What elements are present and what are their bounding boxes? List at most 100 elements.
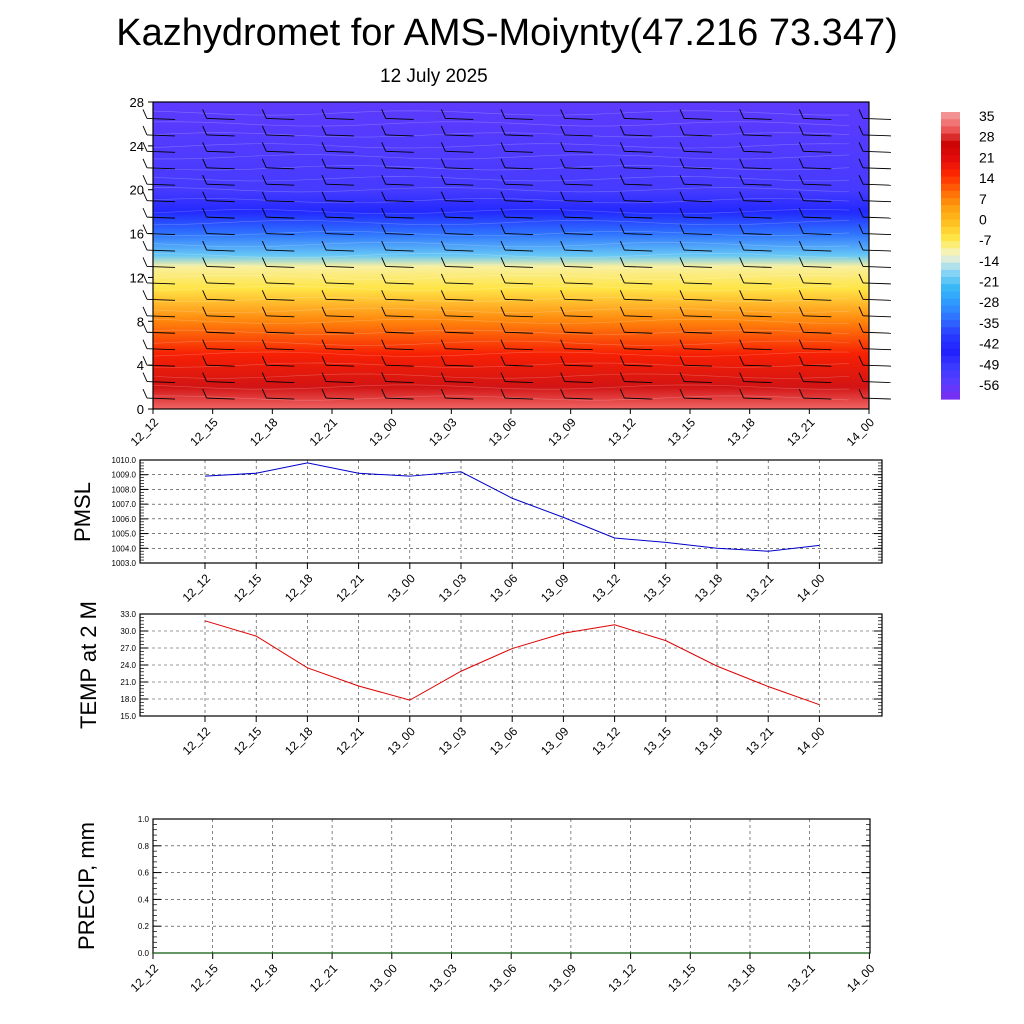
wind-barb: [500, 224, 534, 236]
wind-barb: [619, 158, 653, 170]
isotherm-contour: [152, 110, 850, 116]
wind-barb: [798, 240, 832, 252]
wind-barb: [798, 142, 832, 153]
wind-barb: [142, 290, 176, 301]
y-tick-label: 0.4: [138, 895, 150, 904]
isotherm-contour: [152, 318, 850, 324]
wind-barb: [619, 273, 653, 285]
wind-barb: [381, 191, 414, 203]
wind-barb: [500, 175, 534, 186]
wind-barb: [381, 273, 414, 285]
colorbar-swatch: [941, 162, 960, 170]
colorbar-label: 35: [979, 108, 995, 124]
wind-barb: [261, 257, 295, 268]
wind-barb: [560, 306, 593, 318]
wind-barb: [142, 339, 176, 351]
wind-barb: [858, 355, 892, 367]
wind-barb: [381, 224, 414, 236]
wind-barb: [858, 388, 892, 400]
plot-frame: [139, 459, 883, 564]
y-tick-label: 1004.0: [112, 544, 137, 553]
wind-barb: [381, 372, 414, 384]
wind-barb: [739, 355, 772, 367]
wind-barb: [560, 175, 593, 186]
wind-barb: [798, 207, 832, 219]
wind-barb: [202, 372, 235, 384]
x-tick-label: 13_21: [743, 724, 777, 758]
wind-barb: [440, 207, 474, 219]
wind-barb: [560, 290, 593, 301]
colorbar-swatch: [941, 233, 960, 242]
x-tick-label: 14_00: [844, 961, 878, 995]
wind-barb: [739, 323, 772, 334]
x-tick-label: 13_12: [605, 415, 639, 449]
wind-barb: [679, 388, 713, 400]
wind-barb: [381, 388, 414, 400]
colorbar-label: -42: [979, 336, 999, 352]
wind-barb: [440, 191, 474, 203]
wind-barb: [440, 323, 474, 334]
wind-barb: [142, 175, 176, 186]
wind-barb: [739, 306, 772, 318]
wind-barb: [560, 257, 593, 268]
wind-barb: [619, 142, 653, 153]
wind-barb: [261, 290, 295, 301]
wind-barb: [560, 240, 593, 252]
x-tick-label: 12_21: [333, 571, 367, 605]
isotherm-contour: [152, 351, 850, 357]
wind-barb: [202, 224, 235, 236]
wind-barb: [440, 109, 474, 120]
wind-barb: [739, 240, 772, 252]
y-tick-label: 1005.0: [112, 530, 137, 539]
wind-barb: [798, 273, 832, 285]
wind-barb: [739, 339, 772, 351]
isotherm-contour: [152, 340, 850, 346]
wind-barb: [500, 388, 534, 400]
wind-barb: [142, 109, 176, 120]
wind-barb: [679, 290, 713, 301]
wind-barb: [858, 109, 892, 120]
wind-barb: [261, 339, 295, 351]
wind-barb: [679, 142, 713, 153]
wind-barb: [261, 323, 295, 334]
colorbar-swatch: [941, 176, 960, 185]
wind-barb: [381, 125, 414, 137]
x-tick-label: 13_18: [692, 571, 726, 605]
wind-barb: [202, 273, 235, 285]
wind-barb: [798, 224, 832, 236]
colorbar-swatch: [941, 147, 960, 156]
x-tick-label: 12_15: [187, 415, 221, 449]
wind-barb: [500, 109, 534, 120]
wind-barb: [858, 207, 892, 219]
wind-barb: [858, 158, 892, 170]
wind-barb: [560, 207, 593, 219]
wind-barb: [261, 355, 295, 367]
colorbar-swatch: [941, 291, 960, 300]
series-line: [204, 620, 820, 706]
wind-barb: [261, 142, 295, 153]
wind-barb: [858, 339, 892, 351]
colorbar-swatch: [941, 126, 960, 135]
wind-barb: [321, 240, 355, 252]
wind-barb: [798, 323, 832, 334]
y-axis-label: PMSL: [70, 482, 95, 542]
wind-barb: [202, 388, 235, 400]
x-tick-label: 13_03: [436, 571, 470, 605]
wind-barb: [440, 355, 474, 367]
wind-barb: [798, 388, 832, 400]
x-tick-label: 12_15: [231, 571, 265, 605]
x-tick-label: 13_03: [426, 415, 460, 449]
wind-barb: [381, 323, 414, 334]
wind-barb: [142, 158, 176, 170]
colorbar-swatch: [941, 284, 960, 292]
x-tick-label: 13_06: [486, 415, 520, 449]
cross-section-chart: 0 4 8 12 16 20 24 28 12_12 12_15 12_18 12_21 13_00 13…: [128, 95, 892, 449]
wind-barb: [798, 175, 832, 186]
isotherm-contour: [152, 154, 850, 160]
y-tick-label: 1003.0: [112, 559, 137, 568]
y-tick-label: 0.2: [138, 922, 150, 931]
wind-barb: [142, 372, 176, 384]
colorbar-label: -21: [979, 274, 999, 290]
isotherm-contour: [152, 209, 850, 215]
wind-barb: [560, 323, 593, 334]
